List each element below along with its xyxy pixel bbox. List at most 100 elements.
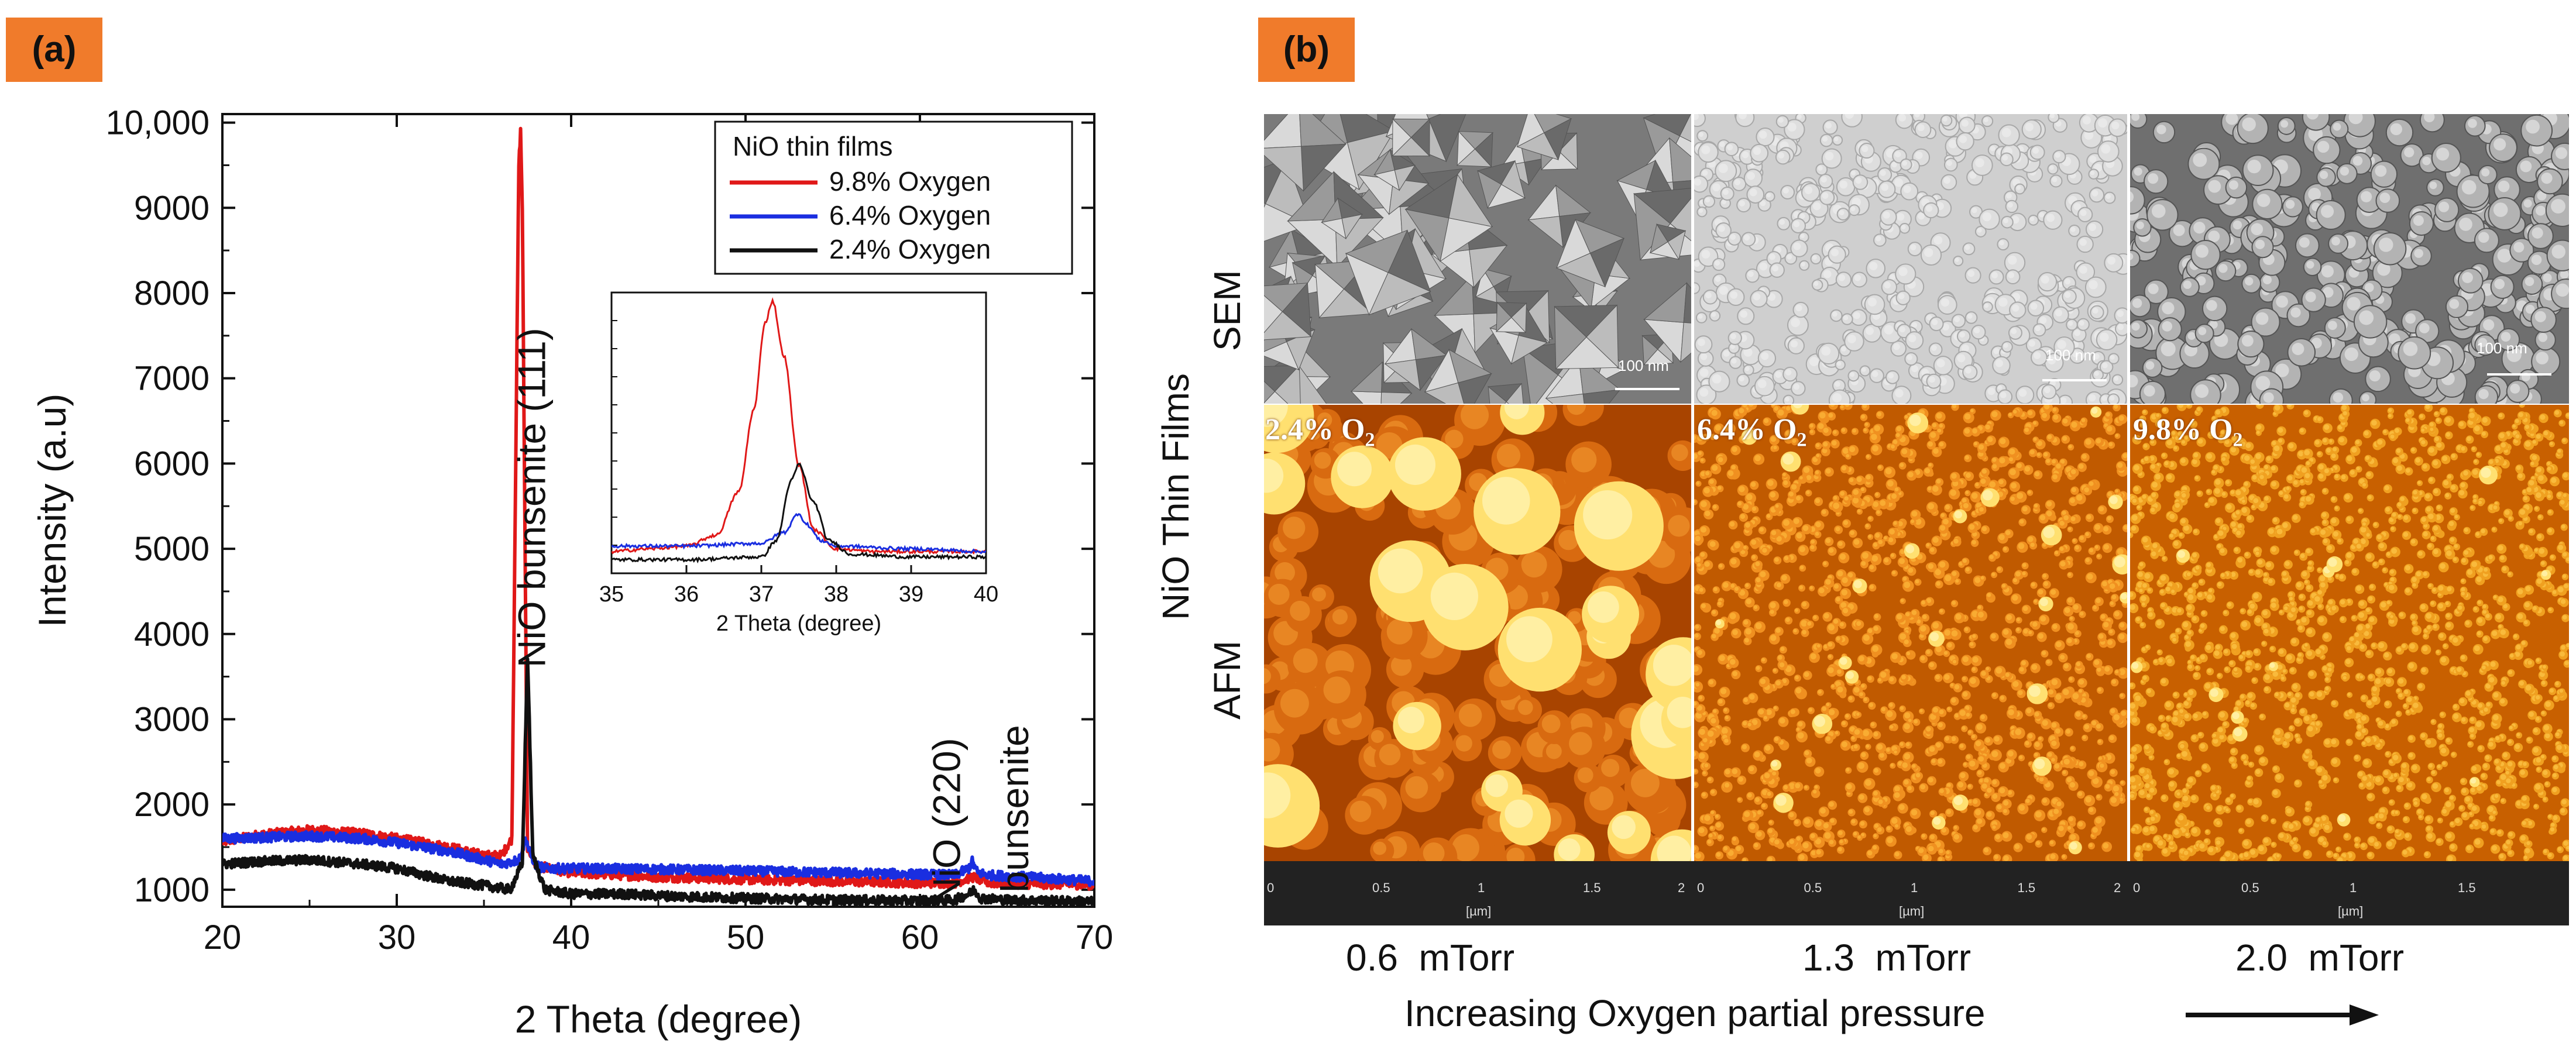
afm-grain-top [2073, 604, 2079, 610]
sem-highlight [2055, 152, 2060, 158]
sem-grain [1694, 282, 1701, 294]
sem-highlight [2093, 353, 2100, 360]
sem-highlight [2520, 160, 2532, 173]
afm-grain-top [1710, 826, 1713, 830]
afm-grain-top [2103, 544, 2110, 550]
afm-grain-top [1938, 856, 1943, 861]
afm-grain-top [1751, 719, 1758, 725]
afm-grain-top [1712, 634, 1716, 639]
afm-grain-top [1890, 763, 1894, 767]
afm-grain-top [1935, 569, 1942, 576]
afm-grain-top [1842, 577, 1848, 583]
sem-highlight [2094, 371, 2099, 376]
afm-grain-top [2105, 784, 2110, 789]
sem-highlight [2089, 280, 2098, 290]
afm-grain-top [1973, 799, 1978, 804]
afm-grain-top [2048, 689, 2054, 695]
sem-highlight [2101, 144, 2111, 154]
afm-grain-top [1999, 457, 2005, 464]
sem-highlight [1825, 152, 1834, 161]
inset-frame [610, 291, 987, 574]
sem-facet [1679, 114, 1691, 142]
sem-highlight [1883, 211, 1890, 219]
afm-grain-top [2013, 578, 2018, 583]
afm-grain-top [1724, 738, 1729, 743]
afm-grain-top [1747, 722, 1751, 727]
annotation-2: bunsenite [993, 725, 1036, 892]
sem-highlight [2305, 291, 2316, 302]
afm-grain-top [2098, 634, 2104, 639]
sem-highlight [2198, 327, 2207, 335]
sem-highlight [1793, 221, 1800, 228]
afm-grain-top [1766, 709, 1772, 715]
afm-grain-top [1806, 758, 1812, 764]
sem-highlight [1712, 183, 1720, 191]
afm-grain-top [1840, 405, 1844, 409]
afm-grain-top [2079, 611, 2084, 616]
afm-grain-top [1900, 633, 1907, 640]
afm-grain-top [1835, 731, 1839, 735]
sem-highlight [2513, 242, 2525, 253]
afm-grain-top [1980, 714, 1985, 720]
afm-grain-top [1699, 587, 1703, 592]
afm-grain-top [1939, 789, 1944, 793]
x-tick-label: 60 [901, 918, 939, 956]
afm-grain-top [1545, 743, 1562, 759]
afm-grain-top [1929, 548, 1935, 552]
sem-highlight [2016, 185, 2021, 190]
afm-grain-top [1742, 858, 1746, 861]
afm-grain-top [1905, 826, 1912, 832]
afm-grain-top [2268, 528, 2274, 534]
sem-highlight [1787, 122, 1797, 132]
afm-cluster-top [1504, 405, 1529, 419]
afm-grain-top [1962, 498, 1967, 503]
sem-highlight [1961, 119, 1969, 127]
afm-grain-top [1974, 809, 1981, 815]
afm-grain-top [1558, 529, 1579, 550]
afm-grain-top [2068, 817, 2073, 822]
afm-grain-top [2097, 667, 2101, 672]
afm-cluster-top [2029, 685, 2041, 697]
afm-grain-top [1780, 646, 1785, 652]
afm-grain-top [1312, 587, 1326, 602]
afm-grain-top [2012, 680, 2019, 687]
afm-grain-top [1815, 532, 1819, 536]
afm-grain-top [2108, 442, 2113, 446]
sem-highlight [2130, 374, 2138, 388]
sem-highlight [1961, 344, 1969, 353]
afm-grain-top [1989, 481, 1996, 488]
sem-highlight [1972, 207, 1977, 214]
sem-highlight [2206, 300, 2217, 311]
afm-cluster-top [2109, 495, 2118, 504]
afm-grain-top [1734, 586, 1739, 591]
sem-highlight [2379, 238, 2393, 252]
afm-grain-top [1972, 493, 1978, 499]
sem-highlight [2034, 352, 2041, 359]
sem-highlight [2041, 275, 2049, 284]
afm-grain-top [2085, 796, 2091, 803]
sem-highlight [1698, 208, 1703, 213]
afm-grain-top [1926, 649, 1931, 654]
sem-highlight [2156, 125, 2166, 135]
sem-highlight [1959, 332, 1965, 338]
afm-grain-top [1911, 519, 1915, 524]
afm-grain-top [1799, 476, 1803, 480]
afm-grain-top [2113, 405, 2118, 409]
afm-grain-top [1756, 831, 1762, 837]
afm-grain-top [1798, 854, 1805, 861]
afm-grain-top [1936, 581, 1941, 586]
afm-grain-top [1884, 558, 1889, 563]
afm-grain-top [1932, 423, 1937, 428]
afm-grain-top [1809, 424, 1813, 428]
afm-grain-top [1839, 839, 1843, 844]
afm-grain-top [2019, 667, 2024, 672]
afm-grain-top [1946, 783, 1951, 787]
afm-grain-top [2066, 777, 2072, 783]
afm-grain-top [1952, 571, 1957, 576]
afm-grain-top [1795, 783, 1801, 789]
afm-grain-top [2051, 589, 2056, 595]
afm-grain-top [1789, 839, 1794, 844]
afm-grain-top [2483, 763, 2488, 768]
sem-highlight [1718, 163, 1728, 173]
afm-grain-top [2089, 807, 2094, 813]
